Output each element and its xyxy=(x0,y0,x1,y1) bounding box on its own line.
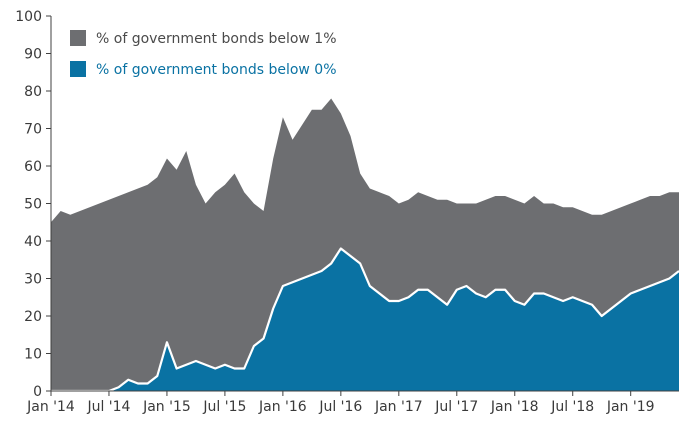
x-tick-label: Jul '18 xyxy=(550,399,594,415)
x-tick-label: Jul '14 xyxy=(86,399,130,415)
y-tick-label: 60 xyxy=(24,159,42,175)
x-axis-ticks: Jan '14 Jul '14 Jan '15 Jul '15 Jan '16 Jul '… xyxy=(26,391,655,415)
x-tick-label: Jan '16 xyxy=(258,399,307,415)
x-tick-label: Jul '15 xyxy=(202,399,246,415)
y-tick-label: 80 xyxy=(24,84,42,100)
y-tick-label: 70 xyxy=(24,122,42,138)
y-tick-label: 90 xyxy=(24,47,42,63)
area-layer xyxy=(51,98,679,393)
x-tick-label: Jul '16 xyxy=(318,399,362,415)
y-tick-label: 40 xyxy=(24,234,42,250)
y-tick-label: 50 xyxy=(24,197,42,213)
legend-label-below-0pct: % of government bonds below 0% xyxy=(96,62,337,78)
x-tick-label: Jan '17 xyxy=(374,399,423,415)
x-tick-label: Jan '14 xyxy=(26,399,75,415)
y-axis-ticks: 0 10 20 30 40 50 60 70 80 90 100 xyxy=(15,9,51,400)
legend-swatch-below-1pct xyxy=(70,30,86,46)
y-tick-label: 100 xyxy=(15,9,42,25)
x-tick-label: Jan '18 xyxy=(490,399,539,415)
area-below-0pct xyxy=(51,248,679,391)
x-tick-label: Jul '17 xyxy=(434,399,478,415)
x-tick-label: Jan '15 xyxy=(142,399,191,415)
y-tick-label: 0 xyxy=(33,384,42,400)
legend-label-below-1pct: % of government bonds below 1% xyxy=(96,31,337,47)
y-tick-label: 10 xyxy=(24,347,42,363)
y-tick-label: 30 xyxy=(24,272,42,288)
legend-swatch-below-0pct xyxy=(70,61,86,77)
separator-line xyxy=(51,247,679,393)
legend: % of government bonds below 1% % of gove… xyxy=(70,30,337,78)
x-tick-label: Jan '19 xyxy=(606,399,655,415)
y-tick-label: 20 xyxy=(24,309,42,325)
